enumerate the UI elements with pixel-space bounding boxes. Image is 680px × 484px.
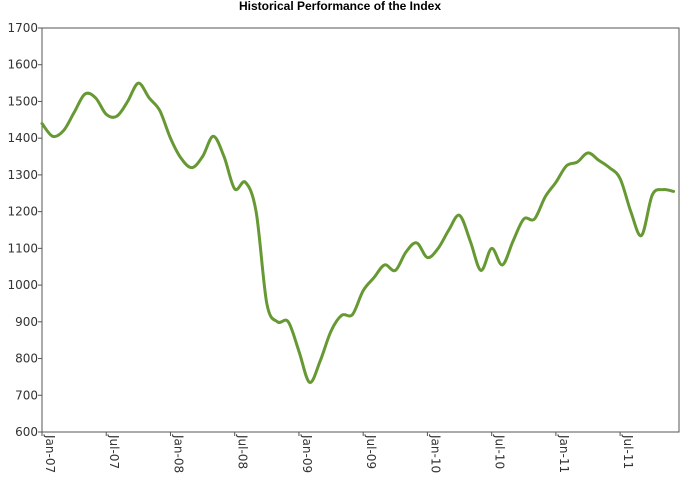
y-tick-label: 1000 <box>7 278 38 292</box>
x-tick-label: Jan-10 <box>428 434 442 473</box>
x-axis: Jan-07 Jul-07 Jan-08 Jul-08 Jan-09 Jul-09 Jan-… <box>41 432 635 473</box>
y-tick-label: 1400 <box>7 131 38 145</box>
y-tick-label: 900 <box>15 315 38 329</box>
y-tick-label: 800 <box>15 352 38 366</box>
y-tick-label: 1500 <box>7 94 38 108</box>
y-tick-label: 600 <box>15 425 38 439</box>
chart-title: Historical Performance of the Index <box>239 0 441 13</box>
y-axis: 600 700 800 900 1000 1100 1200 1300 1400 1500 1600… <box>7 21 42 439</box>
y-tick-label: 1300 <box>7 168 38 182</box>
x-tick-label: Jan-11 <box>557 434 571 473</box>
x-tick-label: Jul-08 <box>236 434 250 469</box>
y-tick-label: 1600 <box>7 58 38 72</box>
y-tick-label: 1100 <box>7 241 38 255</box>
plot-frame <box>41 27 680 433</box>
x-tick-label: Jul-07 <box>107 434 121 469</box>
x-tick-label: Jan-09 <box>300 434 314 473</box>
x-tick-label: Jul-10 <box>493 434 507 469</box>
y-tick-label: 1700 <box>7 21 38 35</box>
x-tick-label: Jan-08 <box>171 434 185 473</box>
index-series-line <box>40 81 676 384</box>
x-tick-label: Jul-11 <box>621 434 635 469</box>
x-tick-label: Jan-07 <box>43 434 57 473</box>
y-tick-label: 700 <box>15 388 38 402</box>
x-tick-label: Jul-09 <box>364 434 378 469</box>
y-tick-label: 1200 <box>7 205 38 219</box>
